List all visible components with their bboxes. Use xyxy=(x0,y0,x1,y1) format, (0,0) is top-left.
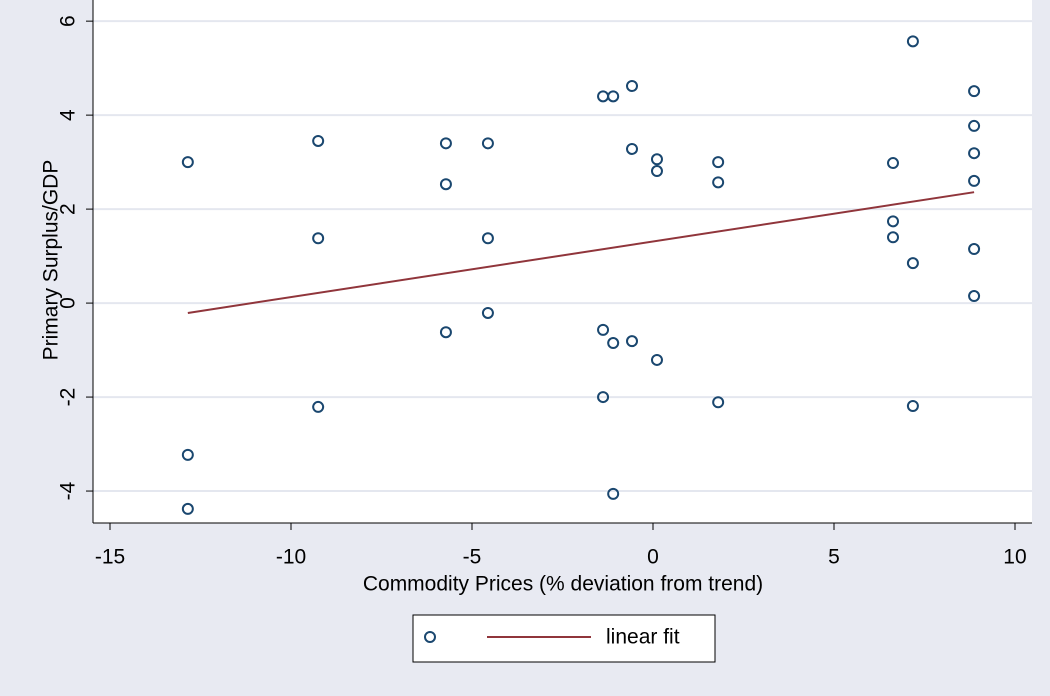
legend-label: linear fit xyxy=(606,626,680,649)
scatter-point xyxy=(968,119,981,132)
scatter-point xyxy=(968,147,981,160)
y-tick-label: 6 xyxy=(57,15,80,27)
scatter-point xyxy=(886,215,899,228)
scatter-point xyxy=(439,137,452,150)
scatter-point xyxy=(481,306,494,319)
scatter-point xyxy=(906,257,919,270)
scatter-point xyxy=(439,326,452,339)
scatter-point xyxy=(712,156,725,169)
x-tick-label: -5 xyxy=(463,546,482,569)
scatter-point xyxy=(886,157,899,170)
scatter-point xyxy=(712,396,725,409)
y-axis-title: Primary Surplus/GDP xyxy=(40,160,63,361)
scatter-point xyxy=(181,502,194,515)
y-tick-label: -4 xyxy=(57,481,80,500)
x-tick-label: -10 xyxy=(276,546,306,569)
scatter-point xyxy=(968,85,981,98)
scatter-point xyxy=(607,90,620,103)
x-tick-label: -15 xyxy=(95,546,125,569)
scatter-point xyxy=(481,232,494,245)
scatter-point xyxy=(968,174,981,187)
x-tick-label: 5 xyxy=(828,546,840,569)
scatter-point xyxy=(968,243,981,256)
y-tick-label: 4 xyxy=(57,109,80,121)
scatter-point xyxy=(886,231,899,244)
scatter-point xyxy=(597,323,610,336)
scatter-point xyxy=(906,35,919,48)
scatter-point xyxy=(312,134,325,147)
scatter-point xyxy=(650,153,663,166)
scatter-point xyxy=(607,337,620,350)
scatter-point xyxy=(712,176,725,189)
scatter-point xyxy=(626,79,639,92)
scatter-point xyxy=(626,335,639,348)
scatter-point xyxy=(312,232,325,245)
fit-line xyxy=(187,191,975,314)
x-axis-title: Commodity Prices (% deviation from trend… xyxy=(363,573,763,596)
scatter-point xyxy=(650,165,663,178)
scatter-point xyxy=(626,142,639,155)
y-tick-label: 2 xyxy=(57,203,80,215)
scatter-point xyxy=(906,399,919,412)
x-tick-label: 10 xyxy=(1003,546,1026,569)
scatter-point xyxy=(439,178,452,191)
scatter-point xyxy=(650,353,663,366)
legend-marker xyxy=(424,631,436,643)
scatter-point xyxy=(968,290,981,303)
scatter-point xyxy=(597,391,610,404)
scatter-point xyxy=(181,448,194,461)
legend-box xyxy=(412,614,716,663)
scatter-point xyxy=(607,487,620,500)
scatter-point xyxy=(481,137,494,150)
plot-area xyxy=(93,0,1032,523)
scatter-point xyxy=(312,400,325,413)
scatter-point xyxy=(181,156,194,169)
y-tick-label: 0 xyxy=(57,297,80,309)
y-tick-label: -2 xyxy=(57,388,80,407)
x-tick-label: 0 xyxy=(647,546,659,569)
